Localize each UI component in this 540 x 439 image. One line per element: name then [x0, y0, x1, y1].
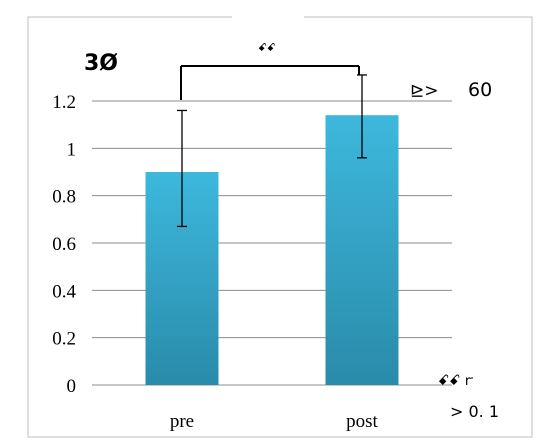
- y-tick-label: 0: [67, 376, 77, 397]
- y-axis-ticks: 0 0.2 0.4 0.6 0.8 1 1.2: [52, 92, 76, 397]
- annotation-bottom-glyphs: ꗃꗃ ꭈ: [438, 373, 474, 389]
- annotation-right-value: 60: [468, 79, 492, 101]
- y-tick-label: 1.2: [52, 92, 76, 113]
- y-tick-label: 1: [67, 139, 77, 160]
- annotation-right-glyph: ⊵>: [410, 81, 439, 101]
- x-axis-labels: pre post: [170, 411, 379, 432]
- x-tick-label-pre: pre: [170, 411, 194, 432]
- significance-bracket: [180, 65, 360, 100]
- x-tick-label-post: post: [346, 411, 378, 432]
- y-tick-label: 0.4: [52, 281, 76, 302]
- y-tick-label: 0.8: [52, 187, 76, 208]
- annotation-significance: ꗃꗃ: [258, 41, 276, 54]
- chart-frame: [27, 16, 533, 438]
- bar-post: [325, 115, 399, 385]
- frame-gap: [232, 12, 304, 22]
- y-tick-label: 0.6: [52, 234, 76, 255]
- annotation-bottom-text: > 0. 1: [450, 402, 499, 421]
- annotation-top-left: 3Ø: [84, 51, 118, 76]
- y-tick-label: 0.2: [52, 329, 76, 350]
